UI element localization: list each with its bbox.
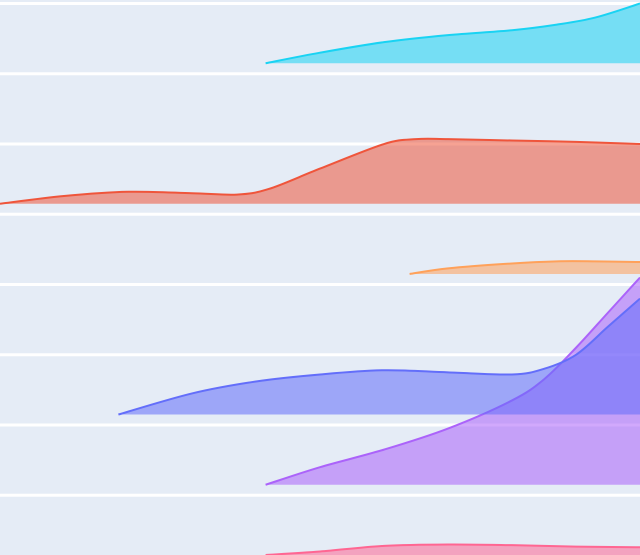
line-cyan [265, 2, 640, 65]
line-red [0, 137, 640, 205]
area-red [0, 138, 640, 204]
gridlines [0, 2, 640, 497]
line-blue [118, 297, 640, 416]
line-orange [409, 260, 640, 275]
area-purple [265, 277, 640, 485]
area-pink [265, 544, 640, 555]
area-orange [409, 261, 640, 274]
area-blue [118, 298, 640, 415]
line-pink [265, 543, 640, 555]
area-cyan [265, 3, 640, 64]
